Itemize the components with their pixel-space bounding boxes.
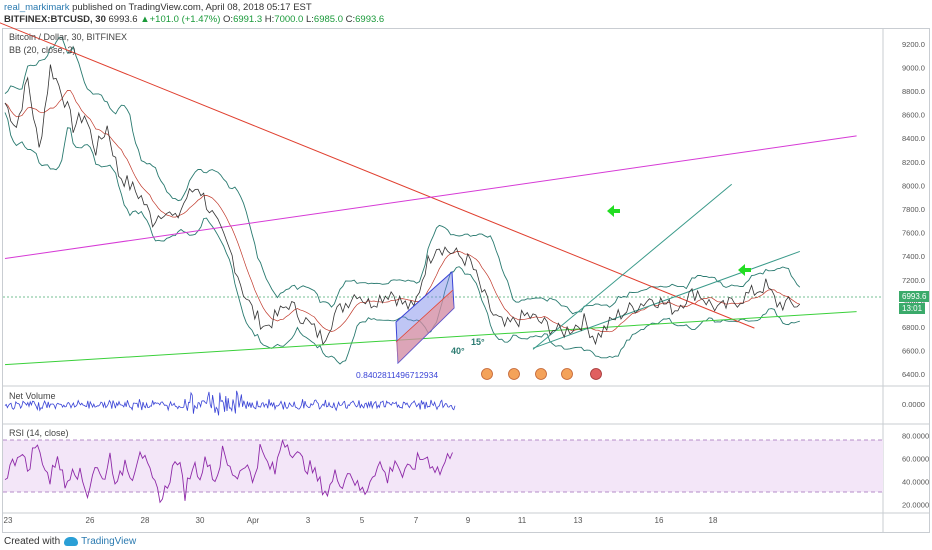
- low-label: L:: [305, 14, 314, 25]
- x-tick-label: 28: [141, 516, 150, 525]
- y-tick-label: 7600.0: [902, 229, 925, 238]
- net-volume-line[interactable]: [4, 390, 456, 416]
- trendline-magenta-ascending[interactable]: [4, 135, 857, 260]
- rsi-line[interactable]: [4, 438, 453, 504]
- username-link[interactable]: real_markimark: [4, 2, 70, 13]
- symbol-info: BITFINEX:BTCUSD, 30 6993.6 ▲+101.0 (+1.4…: [4, 14, 384, 25]
- y-tick-label: 60.0000: [902, 455, 929, 464]
- tradingview-logo[interactable]: TradingView: [64, 536, 136, 547]
- green-arrow-icon[interactable]: [607, 205, 620, 217]
- up-triangle-icon: ▲: [140, 14, 150, 25]
- y-tick-label: 9200.0: [902, 40, 925, 49]
- open-value: 6991.3: [233, 14, 263, 25]
- rsi-label: RSI (14, close): [9, 428, 69, 438]
- footer: Created with TradingView: [4, 533, 136, 550]
- published-text: published on TradingView.com, April 08, …: [69, 2, 312, 13]
- y-tick-label: 20.0000: [902, 500, 929, 509]
- y-tick-label: 8600.0: [902, 111, 925, 120]
- x-tick-label: 7: [414, 516, 419, 525]
- low-value: 6985.0: [313, 14, 343, 25]
- green-arrow-icon[interactable]: [738, 264, 751, 276]
- event-icons[interactable]: [481, 368, 602, 380]
- y-tick-label: 7200.0: [902, 276, 925, 285]
- x-tick-label: 26: [86, 516, 95, 525]
- trendline-green-support[interactable]: [4, 311, 857, 366]
- bb-basis: [4, 90, 800, 333]
- x-tick-label: Apr: [247, 516, 260, 525]
- trendline-teal-40deg[interactable]: [532, 183, 733, 350]
- y-tick-label: 8800.0: [902, 87, 925, 96]
- bb-upper: [4, 36, 801, 315]
- high-value: 7000.0: [274, 14, 304, 25]
- price-line[interactable]: [4, 64, 801, 346]
- y-tick-label: 6800.0: [902, 323, 925, 332]
- trendline-teal-15deg[interactable]: [532, 250, 801, 349]
- bb-label: BB (20, close, 2): [9, 45, 76, 55]
- y-tick-label: 6400.0: [902, 370, 925, 379]
- bollinger-bands: [4, 36, 801, 365]
- y-tick-label: 40.0000: [902, 477, 929, 486]
- event-flag-icon[interactable]: [481, 368, 493, 380]
- publish-info: real_markimark published on TradingView.…: [4, 2, 312, 13]
- volume-label: Net Volume: [9, 391, 56, 401]
- x-tick-label: 11: [518, 516, 527, 525]
- open-label: O:: [223, 14, 234, 25]
- x-tick-label: 18: [709, 516, 718, 525]
- symbol-label: BITFINEX:BTCUSD, 30: [4, 14, 106, 25]
- regression-channel-lower: [396, 290, 454, 363]
- trendlines: [0, 20, 857, 366]
- y-tick-label: 80.0000: [902, 432, 929, 441]
- y-tick-label: 8000.0: [902, 181, 925, 190]
- x-tick-label: 9: [466, 516, 471, 525]
- x-tick-label: 3: [306, 516, 311, 525]
- x-tick-label: 16: [655, 516, 664, 525]
- last-price: 6993.6: [108, 14, 138, 25]
- countdown-tag: 13:01: [899, 303, 926, 314]
- fib-value-label: 0.8402811496712934: [356, 370, 439, 380]
- x-tick-label: 30: [196, 516, 205, 525]
- price-change: +101.0 (+1.47%): [149, 14, 221, 25]
- y-tick-label: 9000.0: [902, 63, 925, 72]
- angle-15-label: 15°: [471, 337, 485, 347]
- x-tick-label: 13: [574, 516, 583, 525]
- trendline-red-descending[interactable]: [0, 20, 755, 329]
- angle-40-label: 40°: [451, 346, 465, 356]
- x-tick-label: 5: [360, 516, 365, 525]
- brand-text: TradingView: [81, 536, 137, 547]
- y-tick-label: 8400.0: [902, 134, 925, 143]
- last-price-tag: 6993.6: [899, 291, 930, 302]
- y-tick-label: 0.0000: [902, 400, 925, 409]
- event-flag-icon[interactable]: [590, 368, 602, 380]
- price-series: [4, 64, 801, 346]
- net-volume-series: [4, 390, 456, 416]
- cloud-icon: [64, 537, 79, 546]
- y-tick-label: 7400.0: [902, 252, 925, 261]
- rsi-series: [4, 438, 453, 504]
- close-label: C:: [345, 14, 356, 25]
- regression-midline: [395, 289, 454, 343]
- created-with-text: Created with: [4, 536, 61, 547]
- y-tick-label: 8200.0: [902, 158, 925, 167]
- close-value: 6993.6: [355, 14, 385, 25]
- x-tick-label: 23: [4, 516, 13, 525]
- event-flag-icon[interactable]: [508, 368, 520, 380]
- main-pane-title: Bitcoin / Dollar, 30, BITFINEX: [9, 32, 128, 42]
- event-flag-icon[interactable]: [535, 368, 547, 380]
- chart-frame[interactable]: [2, 28, 930, 533]
- y-tick-label: 6600.0: [902, 347, 925, 356]
- high-label: H:: [264, 14, 275, 25]
- event-flag-icon[interactable]: [561, 368, 573, 380]
- y-tick-label: 7800.0: [902, 205, 925, 214]
